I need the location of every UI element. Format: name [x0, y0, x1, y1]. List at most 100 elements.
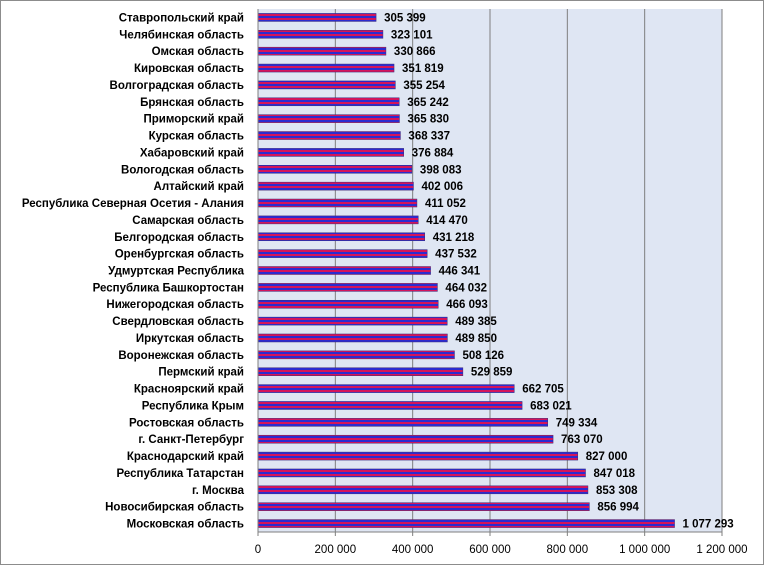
data-label: 376 884 [412, 147, 454, 159]
bar [257, 249, 428, 258]
bar [257, 198, 418, 208]
category-label: Приморский край [144, 114, 245, 126]
category-label: Кировская область [134, 63, 244, 75]
data-label: 368 337 [408, 131, 450, 143]
data-label: 853 308 [596, 485, 638, 497]
bar [257, 350, 455, 360]
bar [257, 114, 400, 123]
category-label: Самарская область [132, 215, 244, 227]
category-label: Республика Северная Осетия - Алания [22, 198, 244, 210]
category-label: Пермский край [158, 367, 244, 379]
category-label: Белгородская область [114, 232, 244, 244]
data-label: 1 077 293 [683, 519, 734, 531]
x-tick-label: 400 000 [392, 544, 434, 556]
x-tick-label: 800 000 [547, 544, 589, 556]
bar [257, 434, 554, 444]
data-label: 856 994 [597, 502, 639, 514]
data-label: 437 532 [435, 249, 477, 261]
bar [257, 131, 401, 140]
data-label: 323 101 [391, 29, 433, 41]
bar [257, 401, 523, 410]
x-tick-label: 1 200 000 [696, 544, 747, 556]
bar [257, 519, 675, 528]
category-label: Ростовская область [129, 417, 244, 429]
category-label: Оренбургская область [115, 249, 244, 261]
category-label: Ставропольский край [119, 12, 244, 24]
data-label: 489 385 [455, 316, 497, 328]
bar [257, 299, 439, 309]
data-label: 330 866 [394, 46, 436, 58]
data-label: 402 006 [421, 181, 463, 193]
bar [257, 30, 384, 39]
category-label: Республика Крым [142, 400, 244, 412]
category-label: Удмуртская Республика [108, 266, 244, 278]
category-label: Воронежская область [118, 350, 244, 362]
x-tick-label: 200 000 [315, 544, 357, 556]
bar [257, 181, 414, 191]
category-label: Нижегородская область [106, 299, 244, 311]
bar [257, 80, 396, 90]
category-label: Волгоградская область [110, 80, 244, 92]
bar [257, 215, 419, 225]
category-label: Курская область [149, 131, 244, 143]
data-label: 414 470 [426, 215, 468, 227]
bar [257, 468, 586, 478]
x-axis-ticks: 0 200 000 400 000 600 000 800 000 1 000 000 1 … [255, 532, 748, 556]
category-label: Вологодская область [121, 164, 244, 176]
bar [257, 451, 579, 461]
bar [257, 502, 590, 511]
bar [257, 63, 395, 73]
category-label: Хабаровский край [140, 147, 244, 159]
data-label: 683 021 [530, 400, 572, 412]
category-label: Республика Татарстан [117, 468, 245, 480]
category-label: г. Москва [192, 485, 245, 497]
category-label: Свердловская область [112, 316, 244, 328]
bar [257, 148, 404, 157]
data-label: 355 254 [403, 80, 445, 92]
category-label: Иркутская область [136, 333, 244, 345]
bar [257, 384, 515, 393]
bar [257, 283, 438, 292]
value-labels: 305 399 323 101 330 866 351 819 355 254 365 2… [384, 12, 734, 530]
bar [257, 367, 464, 376]
data-label: 305 399 [384, 12, 426, 24]
category-label: г. Санкт-Петербург [138, 434, 244, 446]
category-label: Омская область [152, 46, 244, 58]
category-label: Брянская область [140, 97, 244, 109]
data-label: 827 000 [586, 451, 628, 463]
x-tick-label: 1 000 000 [619, 544, 670, 556]
bar [257, 316, 448, 326]
category-label: Челябинская область [119, 29, 244, 41]
x-tick-label: 600 000 [469, 544, 511, 556]
category-label: Московская область [127, 519, 244, 531]
data-label: 466 093 [446, 299, 488, 311]
bar [257, 418, 548, 427]
x-tick-label: 0 [255, 544, 261, 556]
data-label: 351 819 [402, 63, 444, 75]
data-label: 431 218 [433, 232, 475, 244]
bars [257, 13, 675, 528]
bar [257, 13, 377, 22]
data-label: 365 242 [407, 97, 449, 109]
data-label: 411 052 [425, 198, 466, 210]
bar [257, 97, 400, 107]
category-label: Алтайский край [154, 181, 244, 193]
data-label: 847 018 [594, 468, 636, 480]
bar [257, 165, 413, 174]
category-label: Новосибирская область [105, 502, 244, 514]
bar [257, 333, 448, 343]
data-label: 446 341 [439, 266, 481, 278]
data-label: 489 850 [455, 333, 497, 345]
bar [257, 266, 431, 275]
category-label: Краснодарский край [127, 451, 244, 463]
data-label: 763 070 [561, 434, 603, 446]
category-labels: Ставропольский край Челябинская область Ом… [22, 12, 245, 530]
category-label: Красноярский край [134, 384, 244, 396]
data-label: 529 859 [471, 367, 513, 379]
category-label: Республика Башкортостан [93, 282, 244, 294]
data-label: 464 032 [445, 282, 487, 294]
data-label: 749 334 [556, 417, 598, 429]
data-label: 508 126 [462, 350, 504, 362]
bar [257, 485, 589, 495]
